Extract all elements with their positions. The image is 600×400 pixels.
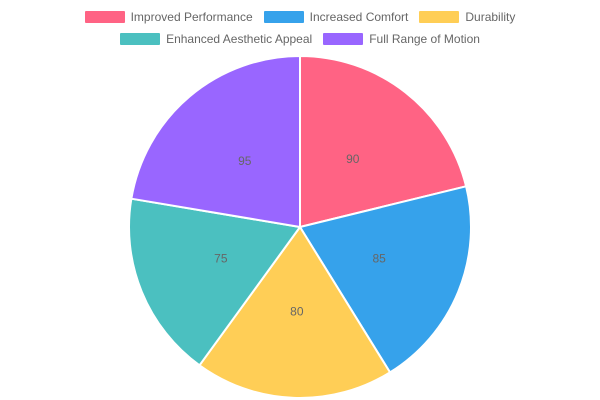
legend-item-enhanced-aesthetic-appeal[interactable]: Enhanced Aesthetic Appeal (120, 32, 312, 46)
slice-value-label: 80 (290, 305, 304, 319)
legend-swatch (323, 33, 364, 45)
slice-value-label: 75 (214, 252, 228, 266)
legend-row-1: Improved Performance Increased Comfort D… (0, 6, 600, 28)
pie-slice-improved-performance[interactable] (299, 55, 468, 228)
pie-slice-increased-comfort[interactable] (299, 185, 472, 374)
pie-slice-enhanced-aesthetic-appeal[interactable] (128, 197, 301, 367)
legend-label: Durability (465, 10, 516, 24)
legend-label: Full Range of Motion (369, 32, 480, 46)
legend-swatch (84, 11, 125, 23)
legend-row-2: Enhanced Aesthetic Appeal Full Range of … (0, 28, 600, 50)
legend-item-increased-comfort[interactable]: Increased Comfort (263, 10, 409, 24)
legend-swatch (419, 11, 460, 23)
legend-label: Improved Performance (130, 10, 253, 24)
legend-label: Increased Comfort (309, 10, 409, 24)
legend-item-full-range-of-motion[interactable]: Full Range of Motion (323, 32, 480, 46)
legend-label: Enhanced Aesthetic Appeal (166, 32, 313, 46)
slice-value-label: 85 (372, 252, 386, 266)
slice-value-label: 95 (238, 154, 252, 168)
slice-value-label: 90 (346, 152, 360, 166)
legend-item-improved-performance[interactable]: Improved Performance (84, 10, 253, 24)
legend-item-durability[interactable]: Durability (419, 10, 515, 24)
legend-swatch (120, 33, 161, 45)
pie-slice-durability[interactable] (198, 226, 392, 399)
pie-slice-full-range-of-motion[interactable] (130, 55, 301, 228)
legend: Improved Performance Increased Comfort D… (0, 6, 600, 50)
legend-swatch (263, 11, 304, 23)
